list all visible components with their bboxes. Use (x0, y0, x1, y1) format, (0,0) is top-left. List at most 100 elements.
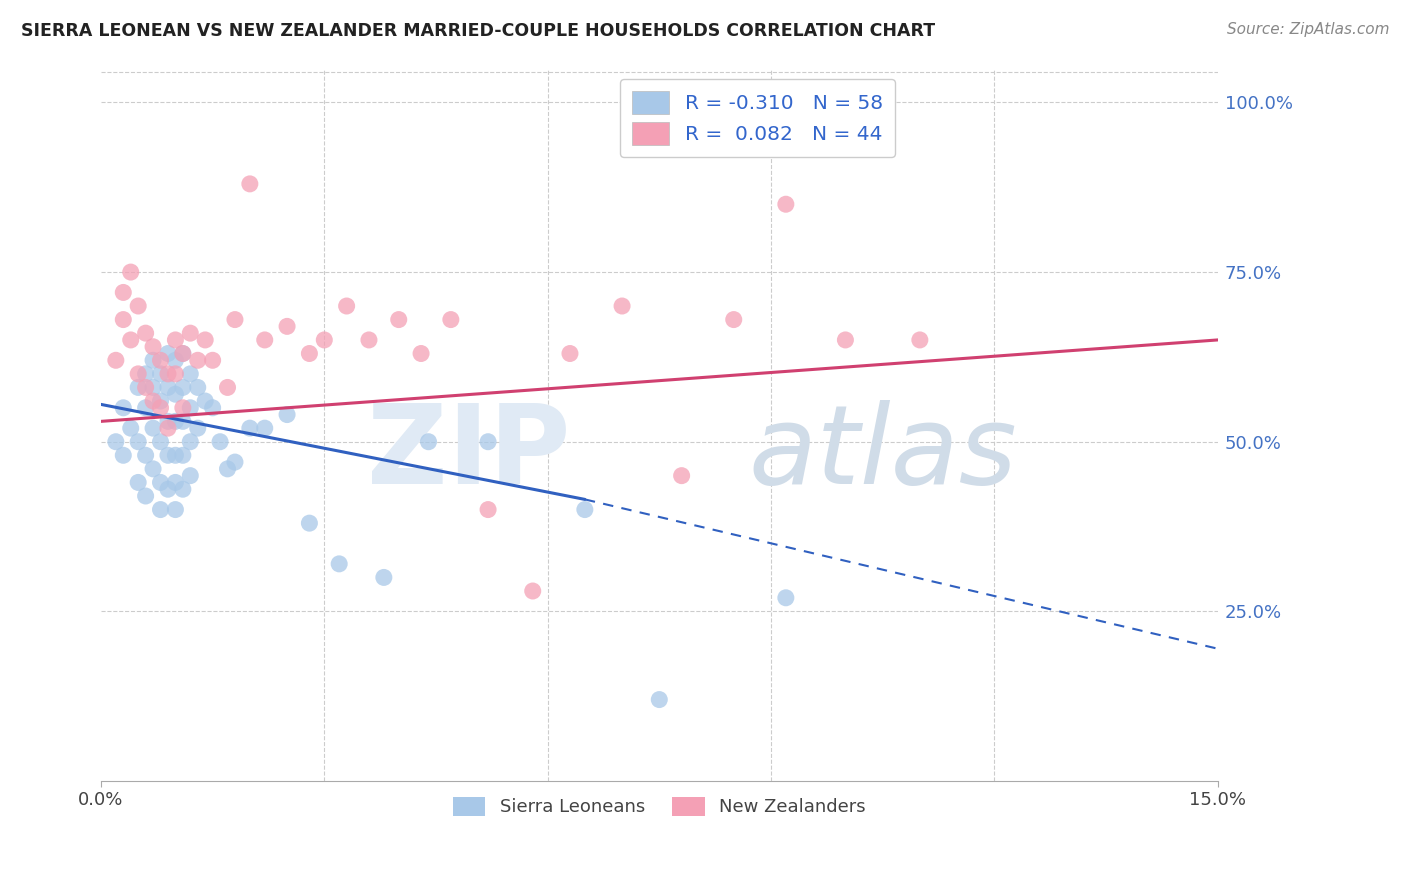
Point (156, 346, 179, 360)
Point (522, 584, 544, 599)
Point (127, 380, 149, 394)
Point (217, 462, 239, 476)
Point (156, 380, 179, 394)
Point (253, 333, 276, 347)
Point (149, 434, 172, 449)
Point (172, 401, 194, 415)
Point (477, 502, 499, 516)
Point (276, 319, 298, 334)
Point (239, 421, 262, 435)
Point (165, 502, 187, 516)
Point (135, 489, 157, 503)
Point (574, 502, 596, 516)
Point (165, 353, 187, 368)
Point (209, 434, 232, 449)
Point (142, 421, 165, 435)
Point (179, 468, 201, 483)
Point (172, 414, 194, 428)
Point (156, 367, 179, 381)
Point (165, 333, 187, 347)
Point (298, 346, 321, 360)
Point (201, 401, 224, 415)
Point (120, 333, 142, 347)
Point (194, 394, 217, 409)
Point (179, 326, 201, 340)
Point (409, 346, 432, 360)
Point (135, 367, 157, 381)
Point (477, 434, 499, 449)
Point (179, 434, 201, 449)
Point (165, 414, 187, 428)
Point (336, 299, 359, 313)
Point (179, 367, 201, 381)
Text: atlas: atlas (748, 400, 1018, 507)
Point (671, 468, 693, 483)
Point (127, 367, 149, 381)
Point (276, 408, 298, 422)
Point (142, 340, 165, 354)
Point (127, 475, 149, 490)
Point (187, 421, 209, 435)
Point (373, 570, 395, 584)
Point (165, 475, 187, 490)
Text: ZIP: ZIP (367, 400, 569, 507)
Point (165, 387, 187, 401)
Point (179, 401, 201, 415)
Point (418, 434, 440, 449)
Point (165, 448, 187, 462)
Point (834, 333, 856, 347)
Point (120, 421, 142, 435)
Point (201, 353, 224, 368)
Point (298, 516, 321, 530)
Point (149, 367, 172, 381)
Point (172, 346, 194, 360)
Point (149, 475, 172, 490)
Point (357, 333, 380, 347)
Point (142, 353, 165, 368)
Point (135, 401, 157, 415)
Point (112, 285, 135, 300)
Point (239, 177, 262, 191)
Text: SIERRA LEONEAN VS NEW ZEALANDER MARRIED-COUPLE HOUSEHOLDS CORRELATION CHART: SIERRA LEONEAN VS NEW ZEALANDER MARRIED-… (21, 22, 935, 40)
Point (142, 394, 165, 409)
Point (156, 448, 179, 462)
Point (135, 326, 157, 340)
Point (156, 414, 179, 428)
Point (120, 265, 142, 279)
Point (610, 299, 633, 313)
Point (156, 421, 179, 435)
Point (775, 197, 797, 211)
Point (104, 353, 127, 368)
Point (388, 312, 411, 326)
Point (112, 401, 135, 415)
Point (149, 353, 172, 368)
Point (135, 380, 157, 394)
Point (194, 333, 217, 347)
Point (172, 482, 194, 496)
Point (558, 346, 581, 360)
Point (149, 401, 172, 415)
Point (112, 312, 135, 326)
Legend: Sierra Leoneans, New Zealanders: Sierra Leoneans, New Zealanders (444, 788, 875, 825)
Point (165, 367, 187, 381)
Point (723, 312, 745, 326)
Point (217, 380, 239, 394)
Point (172, 346, 194, 360)
Point (224, 312, 246, 326)
Point (135, 448, 157, 462)
Point (187, 380, 209, 394)
Point (775, 591, 797, 605)
Point (112, 448, 135, 462)
Point (187, 353, 209, 368)
Point (127, 299, 149, 313)
Point (142, 462, 165, 476)
Point (314, 333, 336, 347)
Point (149, 394, 172, 409)
Point (908, 333, 931, 347)
Point (149, 502, 172, 516)
Point (156, 482, 179, 496)
Point (172, 380, 194, 394)
Point (142, 380, 165, 394)
Point (648, 692, 671, 706)
Point (440, 312, 463, 326)
